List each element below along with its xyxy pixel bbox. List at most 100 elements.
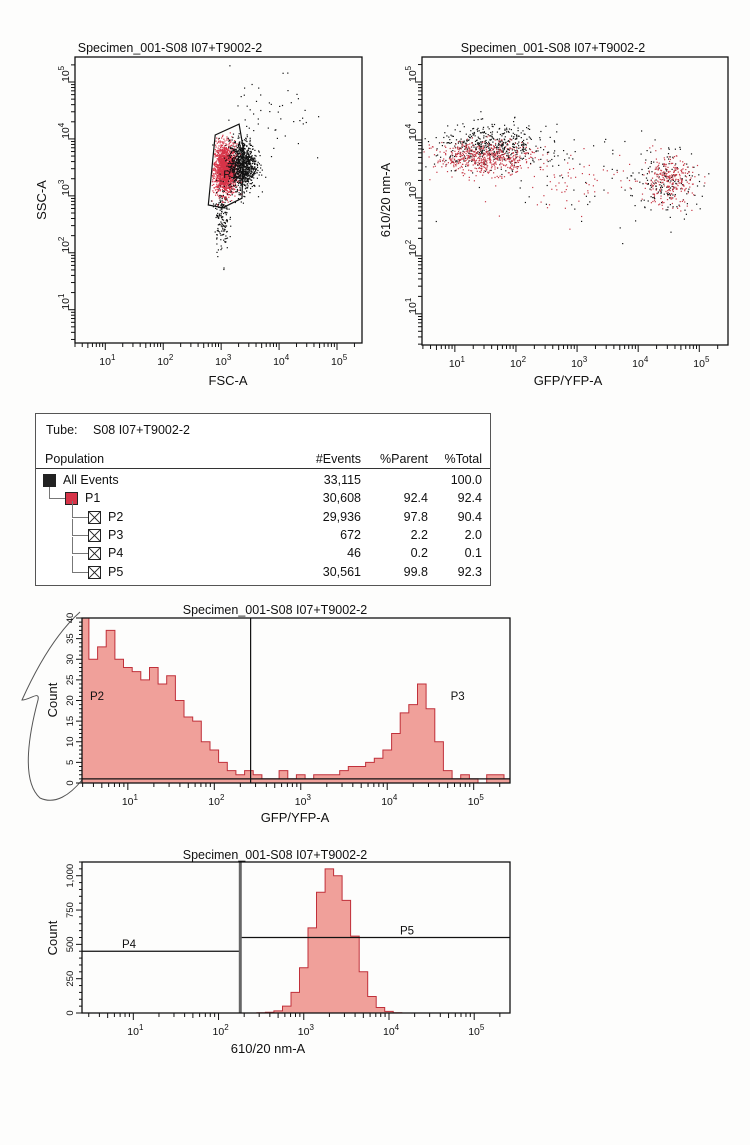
- data-point: [219, 171, 221, 173]
- unchecked-population-icon[interactable]: [88, 510, 101, 524]
- data-point: [472, 132, 474, 134]
- data-point: [236, 151, 239, 153]
- data-point: [679, 175, 681, 177]
- y-tick-label: 102: [57, 236, 72, 253]
- unchecked-population-icon[interactable]: [88, 565, 101, 579]
- data-point: [508, 157, 510, 159]
- data-point: [222, 192, 224, 194]
- data-point: [222, 234, 224, 236]
- data-point: [224, 149, 226, 151]
- data-point: [258, 150, 260, 152]
- data-point: [234, 140, 236, 142]
- data-point: [226, 230, 228, 233]
- data-point: [508, 149, 510, 151]
- data-point: [239, 163, 241, 165]
- y-tick-label: 40: [65, 613, 76, 624]
- table-row[interactable]: P3 672 2.2 2.0: [36, 518, 490, 545]
- data-point: [255, 169, 257, 171]
- data-point: [252, 166, 254, 168]
- data-point: [488, 145, 490, 147]
- data-point: [519, 165, 521, 167]
- data-point: [248, 160, 250, 162]
- data-point: [215, 140, 217, 142]
- data-point: [655, 150, 657, 152]
- data-point: [247, 175, 249, 177]
- unchecked-population-icon[interactable]: [88, 528, 101, 542]
- data-point: [520, 157, 522, 159]
- data-point: [588, 184, 590, 186]
- data-point: [664, 173, 666, 175]
- y-tick-exponent: 5: [57, 65, 66, 70]
- data-point: [224, 170, 226, 172]
- data-point: [492, 141, 494, 143]
- data-point: [498, 140, 500, 142]
- parent-percent: 92.4: [403, 491, 428, 506]
- table-row[interactable]: P2 29,936 97.8 90.4: [36, 500, 490, 527]
- data-point: [254, 154, 256, 157]
- data-point: [220, 148, 222, 150]
- data-point: [497, 144, 500, 146]
- data-point: [225, 144, 227, 147]
- data-point: [221, 223, 223, 225]
- data-point: [230, 182, 232, 184]
- data-point: [220, 165, 222, 167]
- data-point: [248, 162, 250, 164]
- data-point: [221, 159, 223, 161]
- population-color-icon[interactable]: [43, 474, 56, 487]
- data-point: [479, 147, 481, 149]
- data-point: [519, 159, 521, 162]
- data-point: [457, 146, 459, 148]
- data-point: [557, 155, 559, 157]
- data-point: [653, 194, 656, 196]
- data-point: [544, 146, 546, 148]
- data-point: [522, 146, 524, 148]
- data-point: [238, 179, 240, 182]
- data-point: [525, 153, 527, 155]
- data-point: [226, 139, 228, 141]
- data-point: [217, 172, 219, 174]
- table-row[interactable]: P1 30,608 92.4 92.4: [36, 487, 490, 508]
- data-point: [479, 162, 481, 164]
- data-point: [501, 139, 503, 141]
- data-point: [218, 181, 220, 183]
- data-point: [227, 149, 230, 151]
- data-point: [221, 205, 223, 207]
- data-point: [661, 204, 663, 206]
- table-row[interactable]: P5 30,561 99.8 92.3: [36, 555, 490, 582]
- data-point: [226, 199, 228, 201]
- data-point: [233, 163, 235, 165]
- data-point: [227, 179, 229, 181]
- data-point: [219, 159, 221, 161]
- data-point: [473, 157, 475, 159]
- data-point: [453, 162, 455, 164]
- table-row[interactable]: P4 46 0.2 0.1: [36, 537, 490, 563]
- table-row[interactable]: All Events 33,115 100.0: [36, 472, 490, 490]
- data-point: [686, 203, 688, 205]
- data-point: [219, 187, 221, 189]
- data-point: [221, 247, 223, 249]
- data-point: [522, 130, 524, 132]
- data-point: [232, 151, 235, 153]
- data-point: [257, 196, 260, 198]
- data-point: [509, 161, 511, 163]
- data-point: [218, 175, 221, 177]
- data-point: [467, 162, 469, 164]
- data-point: [484, 161, 486, 163]
- data-point: [222, 178, 224, 180]
- data-point: [219, 197, 221, 199]
- data-point: [452, 155, 454, 157]
- data-point: [475, 146, 477, 148]
- data-point: [247, 160, 249, 162]
- population-color-icon[interactable]: [65, 492, 78, 506]
- data-point: [223, 190, 225, 192]
- x-tick-exponent: 2: [224, 1023, 229, 1032]
- y-tick-label: 30: [65, 654, 76, 665]
- unchecked-population-icon[interactable]: [88, 547, 101, 561]
- data-point: [246, 125, 248, 127]
- data-point: [494, 154, 497, 156]
- data-point: [461, 146, 463, 148]
- data-point: [670, 196, 672, 198]
- data-point: [520, 144, 523, 146]
- total-percent: 0.1: [464, 546, 482, 561]
- data-point: [228, 146, 230, 148]
